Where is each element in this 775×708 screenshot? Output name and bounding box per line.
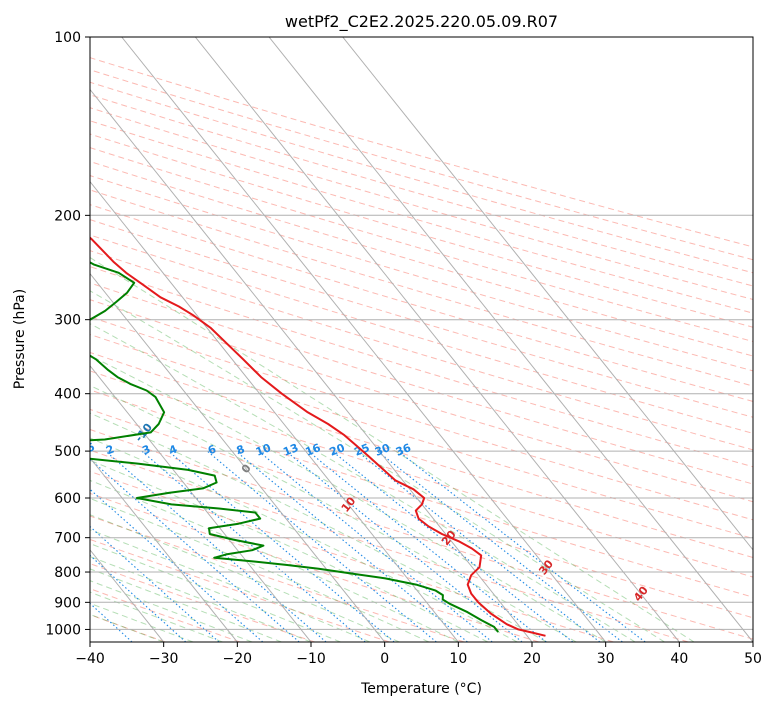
mixing-ratio-line <box>285 450 523 642</box>
mixing-ratio-label: 2 <box>104 442 116 457</box>
dry-adiabat <box>90 299 753 503</box>
x-tick-label: −30 <box>149 651 179 667</box>
dry-adiabat <box>90 333 753 539</box>
axes: −40 −30 −20 −10 0 10 20 30 40 50 1000 900 800 700 600 5… <box>45 30 762 667</box>
mixing-ratio-label: 10 <box>254 441 273 459</box>
isotherm <box>90 457 238 642</box>
pressure-gridlines <box>90 37 753 630</box>
isotherm <box>121 37 607 642</box>
moist-adiabat <box>90 290 665 642</box>
moist-adiabat <box>90 459 489 642</box>
mixing-ratio-label: 13 <box>281 441 300 459</box>
moist-adiabat <box>90 256 695 642</box>
x-tick-label: 40 <box>670 651 688 667</box>
y-tick-label: 100 <box>54 30 81 46</box>
mixing-ratio-label: 1.5 <box>74 440 97 459</box>
dry-adiabat <box>90 449 689 642</box>
y-tick-label: 300 <box>54 313 81 329</box>
dewpoint-profile <box>90 261 499 633</box>
dry-adiabat <box>90 408 753 619</box>
dry-adiabat <box>90 219 753 418</box>
mixing-ratio-line <box>105 450 327 642</box>
y-tick-label: 600 <box>54 491 81 507</box>
x-axis-title: Temperature (°C) <box>360 681 482 697</box>
y-tick-label: 200 <box>54 208 81 224</box>
dry-adiabat <box>90 133 753 328</box>
plot-frame <box>89 36 754 643</box>
dry-adiabat <box>90 316 753 521</box>
mixing-ratio-line <box>90 525 220 642</box>
dry-adiabat <box>90 175 753 372</box>
x-tick-label: 50 <box>744 651 762 667</box>
x-tick-label: −40 <box>75 651 105 667</box>
isopleth-labels: 0.10.20.40.611.52346810131620253036-100-… <box>74 421 651 604</box>
isotherm <box>90 88 533 642</box>
moist-adiabat <box>90 437 518 642</box>
isotherm <box>342 37 753 551</box>
isotherms <box>90 37 753 642</box>
dry-adiabat <box>90 204 753 402</box>
x-tick-label: −20 <box>223 651 253 667</box>
y-axis-title: Pressure (hPa) <box>12 289 28 389</box>
moist-adiabat <box>90 543 341 642</box>
mixing-ratio-line <box>90 554 187 642</box>
dry-adiabat <box>90 266 753 468</box>
sounding-profiles <box>90 236 546 637</box>
y-tick-label: 700 <box>54 531 81 547</box>
mixing-ratio-label: 8 <box>235 442 247 457</box>
y-tick-label: 1000 <box>45 622 81 638</box>
temperature-profile <box>90 236 546 637</box>
mixing-ratio-label: 16 <box>303 441 322 459</box>
y-tick-label: 800 <box>54 565 81 581</box>
y-tick-label: 900 <box>54 595 81 611</box>
isotherm <box>90 364 312 642</box>
mixing-ratio-label: 30 <box>373 441 392 459</box>
mixing-ratio-line <box>206 450 437 642</box>
mixing-ratio-line <box>307 450 547 642</box>
isotherm <box>194 37 680 642</box>
moist-adiabat <box>90 479 459 642</box>
x-tick-label: 0 <box>380 651 389 667</box>
dry-adiabat <box>90 351 753 558</box>
isotherm <box>90 272 386 642</box>
mixing-ratio-line <box>90 458 300 642</box>
dry-adiabat <box>90 538 390 642</box>
x-tick-label: 30 <box>597 651 615 667</box>
y-tick-label: 400 <box>54 387 81 403</box>
mixing-ratio-line <box>235 450 468 642</box>
mixing-ratio-label: 3 <box>140 442 152 457</box>
moist-adiabat <box>90 385 577 642</box>
mixing-ratio-label: 36 <box>394 441 413 459</box>
moist-adiabat <box>90 412 547 642</box>
dry-adiabat <box>90 515 465 642</box>
plot-area: 0.10.20.40.611.52346810131620253036-100-… <box>74 37 753 642</box>
isotherm <box>90 180 459 642</box>
dry-adiabat <box>90 147 753 343</box>
isotherm <box>268 37 753 642</box>
x-tick-label: 10 <box>449 651 467 667</box>
dry-adiabat <box>90 107 753 300</box>
mixing-ratio-line <box>377 450 623 642</box>
moist-adiabat <box>90 354 606 642</box>
dry-adiabat <box>90 250 753 451</box>
moist-adiabat <box>90 497 430 642</box>
mixing-ratio-label: 20 <box>328 441 347 459</box>
x-tick-label: −10 <box>296 651 326 667</box>
x-tick-label: 20 <box>523 651 541 667</box>
y-tick-label: 500 <box>54 444 81 460</box>
chart-title: wetPf2_C2E2.2025.220.05.09.R07 <box>285 12 558 32</box>
